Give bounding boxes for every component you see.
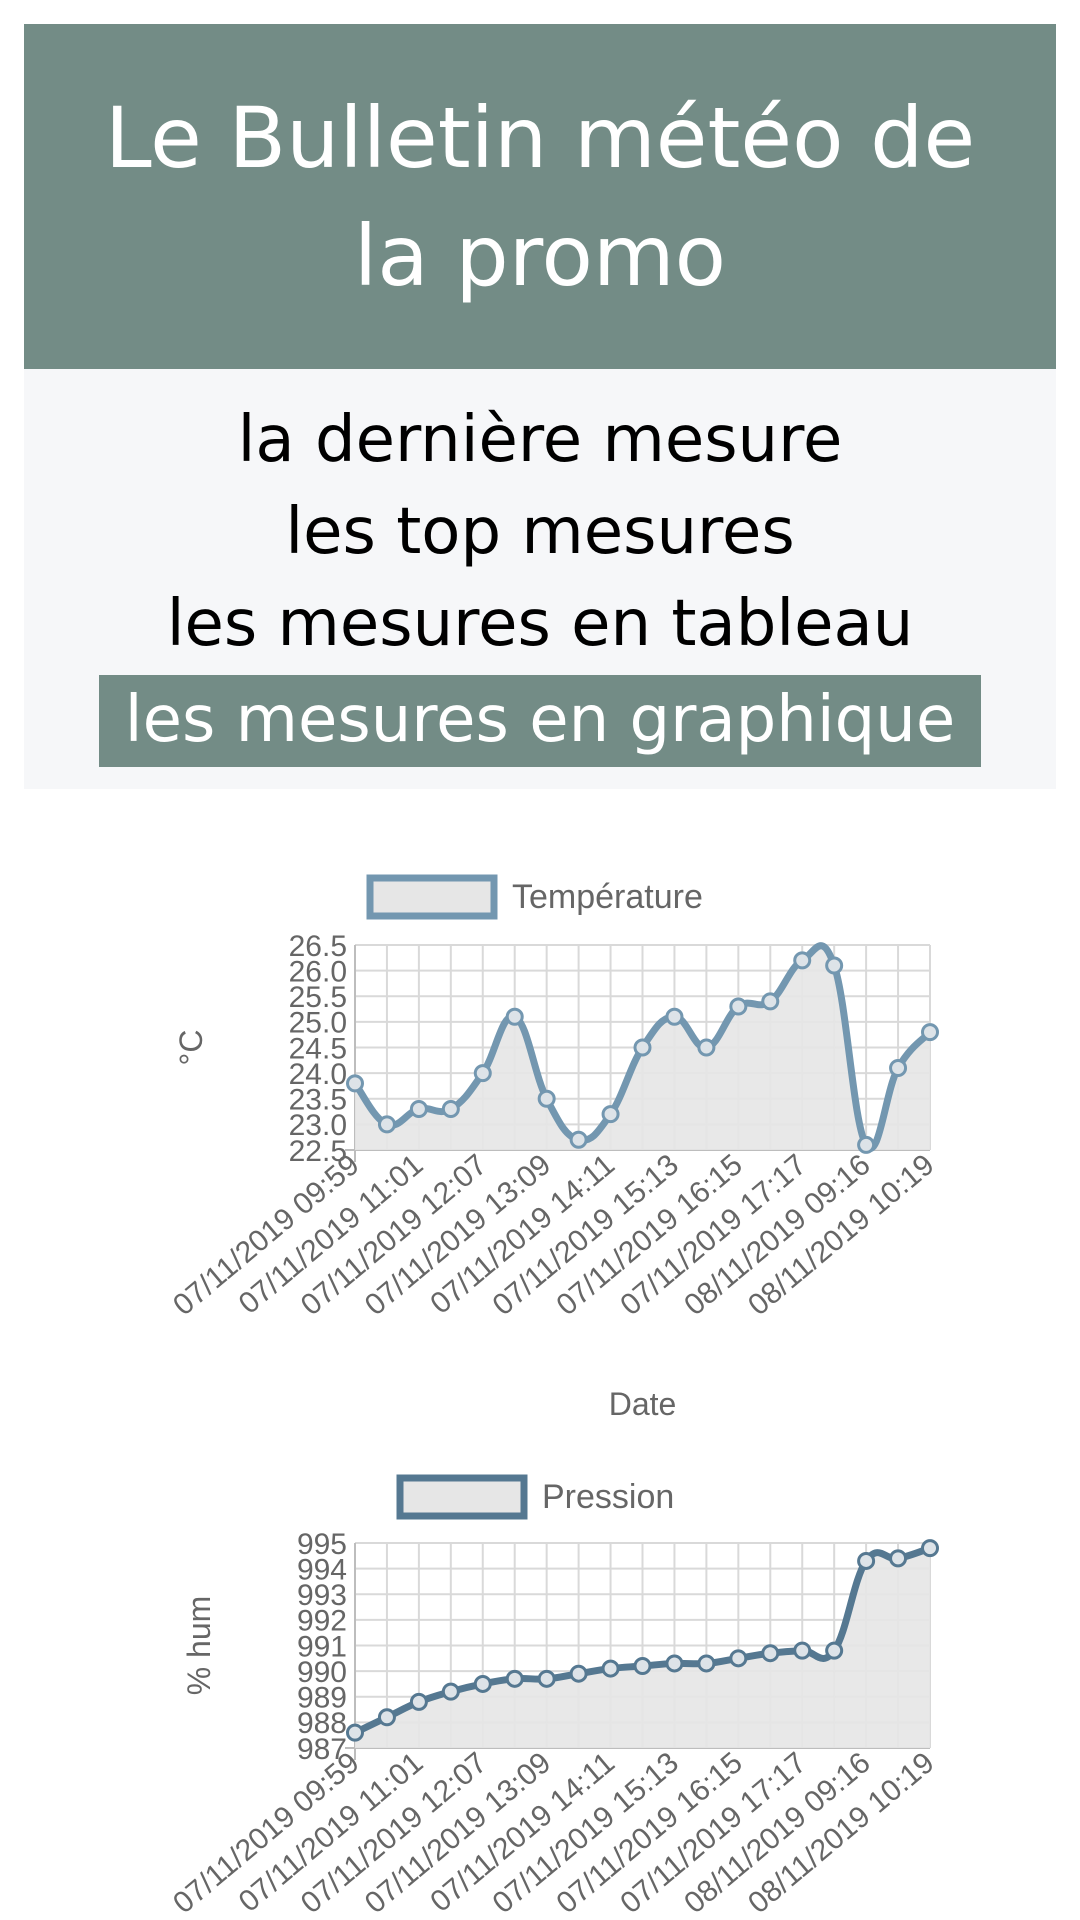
nav-menu: la dernière mesure les top mesures les m… xyxy=(24,369,1056,789)
data-point[interactable] xyxy=(409,1692,428,1711)
data-point[interactable] xyxy=(825,1641,844,1660)
data-point[interactable] xyxy=(473,1064,492,1083)
data-point[interactable] xyxy=(697,1038,716,1057)
data-point[interactable] xyxy=(761,992,780,1011)
y-tick-label: 994 xyxy=(297,1553,347,1586)
y-tick-label: 24.5 xyxy=(289,1032,347,1065)
y-tick-label: 23.5 xyxy=(289,1084,347,1117)
data-point[interactable] xyxy=(441,1682,460,1701)
legend-label[interactable]: Pression xyxy=(542,1478,674,1516)
data-point[interactable] xyxy=(441,1100,460,1118)
data-point[interactable] xyxy=(921,1539,939,1558)
data-point[interactable] xyxy=(889,1059,908,1077)
data-point[interactable] xyxy=(793,1641,812,1660)
y-tick-label: 995 xyxy=(297,1528,347,1561)
y-tick-label: 991 xyxy=(297,1630,347,1663)
data-point[interactable] xyxy=(729,1649,748,1668)
data-point[interactable] xyxy=(505,1007,524,1026)
y-tick-label: 992 xyxy=(297,1605,347,1638)
y-tick-label: 989 xyxy=(297,1682,347,1715)
y-tick-label: 26.5 xyxy=(289,930,347,963)
y-tick-label: 23.0 xyxy=(289,1109,347,1142)
x-axis-title: Date xyxy=(609,1386,677,1420)
y-tick-label: 990 xyxy=(297,1656,347,1689)
data-point[interactable] xyxy=(633,1657,652,1675)
data-point[interactable] xyxy=(346,1074,364,1093)
temperature-chart: 26.526.025.525.024.524.023.523.022.507/1… xyxy=(167,874,940,1420)
data-point[interactable] xyxy=(633,1038,652,1057)
data-point[interactable] xyxy=(729,997,748,1016)
data-point[interactable] xyxy=(601,1105,620,1124)
data-point[interactable] xyxy=(665,1654,684,1673)
data-point[interactable] xyxy=(377,1708,396,1727)
data-point[interactable] xyxy=(473,1674,492,1693)
data-point[interactable] xyxy=(857,1135,876,1154)
y-axis-title: °C xyxy=(173,1030,209,1066)
data-point[interactable] xyxy=(601,1659,620,1678)
nav-item-mesures-tableau[interactable]: les mesures en tableau xyxy=(166,587,914,661)
data-point[interactable] xyxy=(505,1669,524,1688)
series-area xyxy=(355,1548,930,1748)
data-point[interactable] xyxy=(793,951,812,970)
nav-item-mesures-graphique[interactable]: les mesures en graphique xyxy=(99,675,981,767)
data-point[interactable] xyxy=(761,1644,780,1663)
data-point[interactable] xyxy=(857,1551,876,1570)
data-point[interactable] xyxy=(409,1100,428,1118)
y-tick-label: 988 xyxy=(297,1707,347,1740)
y-tick-label: 26.0 xyxy=(289,955,347,988)
y-tick-label: 993 xyxy=(297,1579,347,1612)
y-axis-title: % hum xyxy=(181,1596,217,1696)
legend-swatch[interactable] xyxy=(366,874,498,920)
legend-label[interactable]: Température xyxy=(512,878,703,916)
data-point[interactable] xyxy=(537,1089,556,1108)
y-tick-label: 25.5 xyxy=(289,981,347,1014)
y-tick-label: 22.5 xyxy=(289,1135,347,1168)
data-point[interactable] xyxy=(569,1130,588,1149)
y-tick-label: 25.0 xyxy=(289,1007,347,1040)
nav-item-derniere-mesure[interactable]: la dernière mesure xyxy=(237,403,843,477)
legend-swatch[interactable] xyxy=(396,1474,528,1520)
nav-item-top-mesures[interactable]: les top mesures xyxy=(285,495,795,569)
data-point[interactable] xyxy=(921,1023,939,1042)
data-point[interactable] xyxy=(537,1669,556,1688)
data-point[interactable] xyxy=(569,1664,588,1683)
data-point[interactable] xyxy=(889,1549,908,1568)
data-point[interactable] xyxy=(346,1723,364,1742)
data-point[interactable] xyxy=(825,956,844,975)
page-header: Le Bulletin météo de la promo xyxy=(24,24,1056,369)
data-point[interactable] xyxy=(377,1115,396,1134)
y-tick-label: 24.0 xyxy=(289,1058,347,1091)
page-title: Le Bulletin météo de la promo xyxy=(104,88,976,305)
data-point[interactable] xyxy=(665,1007,684,1026)
y-tick-label: 987 xyxy=(297,1733,347,1766)
data-point[interactable] xyxy=(697,1654,716,1673)
